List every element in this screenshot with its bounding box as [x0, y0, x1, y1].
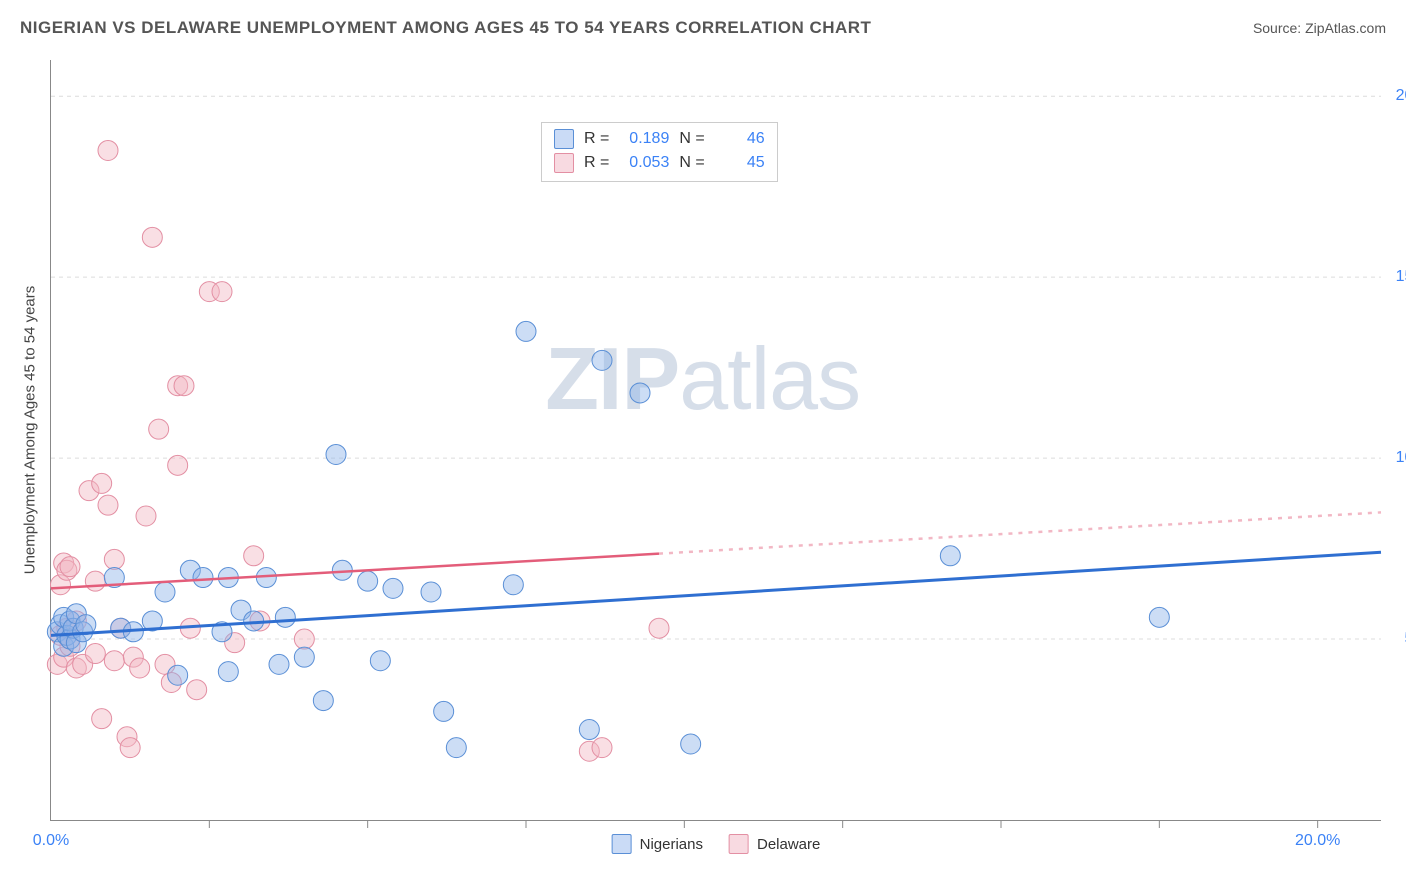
swatch-pink-icon	[729, 834, 749, 854]
swatch-pink-icon	[554, 153, 574, 173]
scatter-point-nigerians	[218, 662, 238, 682]
y-tick-label: 15.0%	[1396, 268, 1406, 286]
scatter-point-nigerians	[193, 568, 213, 588]
y-tick-label: 20.0%	[1396, 87, 1406, 105]
scatter-point-nigerians	[592, 350, 612, 370]
legend-item-nigerians: Nigerians	[612, 834, 703, 854]
y-tick-label: 10.0%	[1396, 449, 1406, 467]
swatch-blue-icon	[612, 834, 632, 854]
n-label: N =	[679, 151, 704, 175]
scatter-point-delaware	[104, 549, 124, 569]
plot-area: ZIPatlas R = 0.189 N = 46 R = 0.053 N = …	[50, 60, 1381, 821]
scatter-point-nigerians	[155, 582, 175, 602]
scatter-point-nigerians	[630, 383, 650, 403]
scatter-point-delaware	[130, 658, 150, 678]
legend-item-delaware: Delaware	[729, 834, 820, 854]
scatter-point-nigerians	[503, 575, 523, 595]
stats-row-nigerians: R = 0.189 N = 46	[554, 127, 765, 151]
scatter-point-delaware	[244, 546, 264, 566]
r-label: R =	[584, 151, 609, 175]
scatter-point-delaware	[649, 618, 669, 638]
stats-legend: R = 0.189 N = 46 R = 0.053 N = 45	[541, 122, 778, 182]
y-axis-title: Unemployment Among Ages 45 to 54 years	[22, 286, 39, 575]
scatter-point-delaware	[92, 473, 112, 493]
source-attribution: Source: ZipAtlas.com	[1253, 20, 1386, 36]
swatch-blue-icon	[554, 129, 574, 149]
title-bar: NIGERIAN VS DELAWARE UNEMPLOYMENT AMONG …	[20, 18, 1386, 38]
n-value-nigerians: 46	[715, 127, 765, 151]
x-tick-label: 20.0%	[1295, 832, 1340, 850]
scatter-point-nigerians	[681, 734, 701, 754]
scatter-point-delaware	[85, 644, 105, 664]
scatter-point-nigerians	[326, 444, 346, 464]
scatter-point-nigerians	[358, 571, 378, 591]
scatter-point-delaware	[168, 455, 188, 475]
r-value-delaware: 0.053	[619, 151, 669, 175]
scatter-point-nigerians	[446, 738, 466, 758]
scatter-point-nigerians	[269, 654, 289, 674]
chart-title: NIGERIAN VS DELAWARE UNEMPLOYMENT AMONG …	[20, 18, 871, 38]
scatter-point-nigerians	[579, 720, 599, 740]
scatter-point-nigerians	[940, 546, 960, 566]
n-label: N =	[679, 127, 704, 151]
scatter-point-nigerians	[313, 691, 333, 711]
scatter-point-nigerians	[421, 582, 441, 602]
legend-label-delaware: Delaware	[757, 836, 820, 853]
scatter-point-delaware	[98, 495, 118, 515]
scatter-point-delaware	[187, 680, 207, 700]
scatter-point-nigerians	[275, 607, 295, 627]
legend-label-nigerians: Nigerians	[640, 836, 703, 853]
stats-row-delaware: R = 0.053 N = 45	[554, 151, 765, 175]
scatter-point-nigerians	[294, 647, 314, 667]
scatter-point-delaware	[120, 738, 140, 758]
trendline-delaware-dashed	[659, 512, 1381, 553]
scatter-point-delaware	[98, 140, 118, 160]
scatter-point-nigerians	[1149, 607, 1169, 627]
scatter-point-delaware	[294, 629, 314, 649]
scatter-point-delaware	[212, 282, 232, 302]
r-label: R =	[584, 127, 609, 151]
scatter-point-nigerians	[516, 321, 536, 341]
r-value-nigerians: 0.189	[619, 127, 669, 151]
scatter-point-delaware	[149, 419, 169, 439]
n-value-delaware: 45	[715, 151, 765, 175]
scatter-point-delaware	[85, 571, 105, 591]
scatter-point-nigerians	[434, 701, 454, 721]
scatter-point-delaware	[142, 227, 162, 247]
scatter-point-delaware	[92, 709, 112, 729]
scatter-point-delaware	[174, 376, 194, 396]
scatter-point-delaware	[136, 506, 156, 526]
x-tick-label: 0.0%	[33, 832, 69, 850]
scatter-point-nigerians	[383, 578, 403, 598]
scatter-point-delaware	[104, 651, 124, 671]
trendline-delaware-solid	[51, 554, 659, 589]
scatter-point-nigerians	[168, 665, 188, 685]
scatter-point-delaware	[592, 738, 612, 758]
series-legend: Nigerians Delaware	[612, 834, 821, 854]
scatter-point-delaware	[60, 557, 80, 577]
scatter-point-nigerians	[370, 651, 390, 671]
